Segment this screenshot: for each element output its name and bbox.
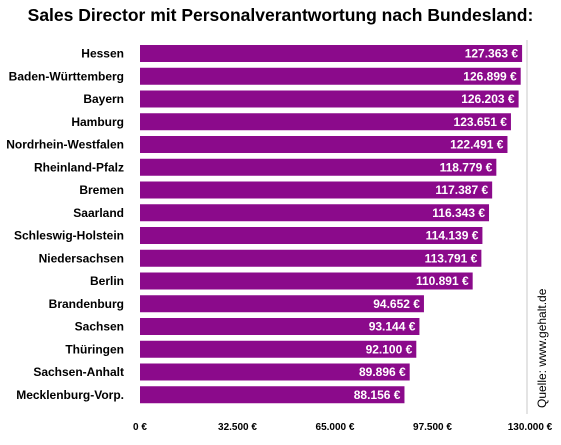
bar [140,272,473,290]
category-label: Bremen [79,183,124,197]
category-label: Thüringen [65,342,124,356]
chart-title: Sales Director mit Personalverantwortung… [27,5,534,25]
bar [140,295,424,313]
value-label: 118.779 € [440,160,493,174]
value-label: 93.144 € [369,320,416,334]
bar [140,113,511,131]
tick-label: 32.500 € [218,422,257,433]
category-label: Bayern [83,92,124,106]
category-label: Sachsen [75,320,124,334]
category-label: Schleswig-Holstein [14,229,124,243]
value-label: 94.652 € [373,297,420,311]
bar [140,204,490,222]
category-label: Baden-Württemberg [9,69,124,83]
tick-label: 0 € [133,422,147,433]
category-label: Berlin [90,274,124,288]
category-label: Brandenburg [49,297,124,311]
source-label: Quelle: www.gehalt.de [535,288,549,408]
value-label: 117.387 € [435,183,488,197]
bar [140,45,523,62]
bar [140,158,497,176]
ticks-layer: 0 € 32.500 € 65.000 € 97.500 € 130.000 € [133,40,553,433]
bar [140,340,417,358]
value-label: 127.363 € [465,47,519,61]
bar [140,363,410,381]
value-label: 123.651 € [454,115,508,129]
value-label: 126.203 € [461,92,515,106]
category-label: Sachsen-Anhalt [33,365,124,379]
value-label: 126.899 € [463,69,517,83]
value-label: 110.891 € [416,274,469,288]
value-label: 122.491 € [450,138,504,152]
category-label: Saarland [73,206,124,220]
bar [140,136,508,153]
bars-layer [140,45,523,404]
bar [140,181,493,199]
bar [140,318,420,335]
tick-label: 65.000 € [316,422,355,433]
category-label: Niedersachsen [39,251,124,265]
category-label: Rheinland-Pfalz [34,160,124,174]
bar [140,67,521,85]
category-label: Hessen [81,47,124,61]
bar [140,249,482,267]
category-label: Nordrhein-Westfalen [6,138,124,152]
category-label: Mecklenburg-Vorp. [16,388,124,402]
bar [140,386,405,404]
value-label: 89.896 € [359,365,406,379]
value-label: 116.343 € [432,206,485,220]
value-label: 92.100 € [366,342,413,356]
category-label: Hamburg [71,115,124,129]
value-label: 88.156 € [354,388,401,402]
bar [140,90,519,108]
tick-label: 97.500 € [413,422,452,433]
value-label: 113.791 € [425,251,478,265]
bar [140,227,483,244]
tick-label: 130.000 € [508,422,553,433]
labels-layer: Hessen 127.363 € Baden-Württemberg 126.899 … [6,47,518,402]
value-label: 114.139 € [426,229,479,243]
